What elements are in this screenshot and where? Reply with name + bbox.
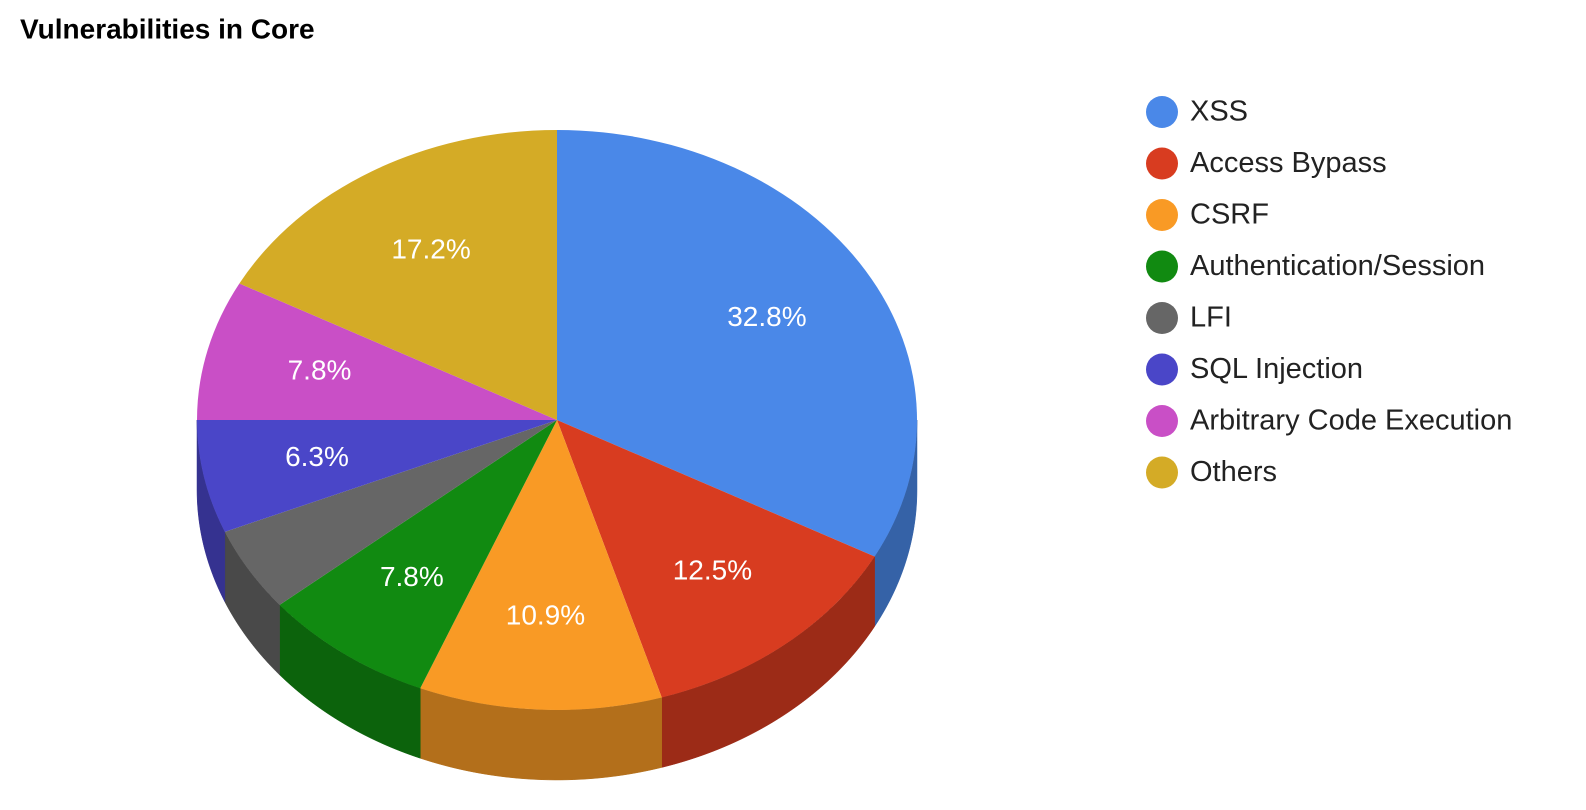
data-label: 7.8% (380, 561, 444, 592)
data-label: 12.5% (673, 555, 752, 586)
data-label: 6.3% (285, 441, 349, 472)
legend-label: LFI (1190, 302, 1232, 334)
legend-label: XSS (1190, 96, 1248, 128)
legend-label: CSRF (1190, 199, 1269, 231)
legend-swatch (1146, 250, 1178, 283)
legend-swatch (1146, 96, 1178, 128)
legend-swatch (1146, 302, 1178, 334)
legend-label: Authentication/Session (1190, 250, 1485, 282)
slice (557, 420, 875, 698)
legend-label: SQL Injection (1190, 353, 1363, 385)
data-label: 10.9% (506, 599, 585, 630)
data-label: 7.8% (288, 355, 352, 386)
legend-label: Others (1190, 456, 1277, 488)
legend-label: Arbitrary Code Execution (1190, 405, 1512, 437)
data-label: 17.2% (391, 233, 470, 264)
data-label: 32.8% (727, 301, 806, 332)
legend-swatch (1146, 199, 1178, 231)
slice (557, 130, 917, 557)
slice (279, 420, 557, 689)
chart-title: Vulnerabilities in Core (20, 13, 315, 44)
slice (420, 420, 662, 710)
legend-label: Access Bypass (1190, 147, 1387, 179)
legend-swatch (1146, 353, 1178, 386)
legend-swatch (1146, 147, 1178, 180)
slice (239, 130, 557, 420)
slice (224, 420, 557, 605)
legend-swatch (1146, 456, 1178, 489)
slice (197, 283, 557, 420)
slice (197, 420, 557, 532)
legend-swatch (1146, 405, 1178, 437)
